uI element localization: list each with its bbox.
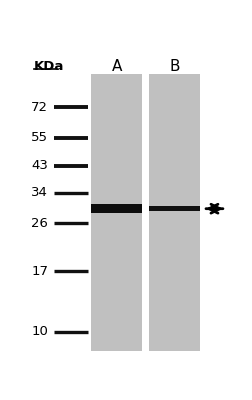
Bar — [149, 74, 200, 351]
Text: 17: 17 — [31, 265, 48, 278]
Text: 10: 10 — [31, 325, 48, 338]
Text: 34: 34 — [31, 186, 48, 199]
Bar — [149, 206, 200, 212]
Text: KDa: KDa — [34, 60, 64, 73]
Bar — [91, 74, 142, 351]
Text: 26: 26 — [31, 216, 48, 230]
Text: 55: 55 — [31, 131, 48, 144]
Bar — [91, 204, 142, 214]
Text: B: B — [169, 59, 179, 74]
Text: A: A — [111, 59, 122, 74]
Text: 43: 43 — [31, 159, 48, 172]
Text: 72: 72 — [31, 101, 48, 114]
